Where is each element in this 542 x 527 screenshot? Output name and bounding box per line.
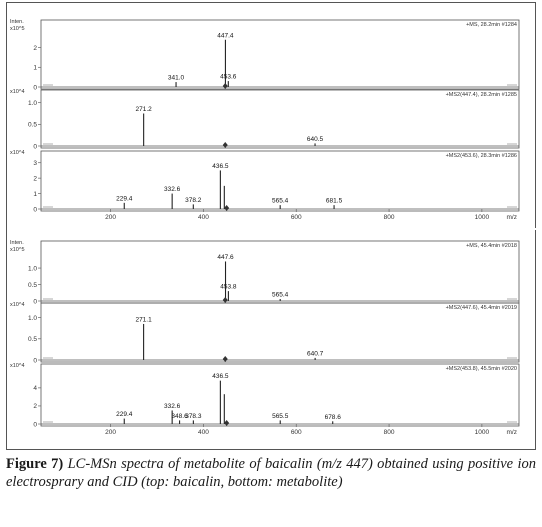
y-tick-label: 0 [33, 143, 37, 150]
peak-label: 678.6 [325, 414, 342, 421]
intensity-axis-label: Inten. [10, 19, 24, 25]
y-tick-label: 0 [33, 421, 37, 428]
figure-caption: Figure 7) LC-MSn spectra of metabolite o… [6, 455, 536, 491]
peak-label: 681.5 [326, 198, 343, 205]
y-tick-label: 0.5 [28, 336, 37, 343]
peak-label: 565.5 [272, 413, 289, 420]
spectrum-panel-4: 0 0.5 1.0 Inten.x10^5 +MS, 45.4min #2018 447.… [10, 240, 520, 305]
x-tick-label: 600 [291, 214, 302, 221]
peak-label: 565.4 [272, 292, 289, 299]
scan-header: +MS2(447.4), 28.2min #1285 [446, 92, 517, 98]
x-tick-label: 200 [105, 429, 116, 436]
intensity-scale-label: x10^5 [10, 26, 25, 32]
panel-frame [40, 302, 520, 363]
y-tick-label: 0 [33, 206, 37, 213]
peak-label: 378.3 [185, 413, 202, 420]
precursor-marker [224, 420, 230, 426]
panel-frame [40, 19, 520, 90]
intensity-scale-label: x10^4 [10, 150, 25, 156]
y-tick-label: 0 [33, 357, 37, 364]
x-tick-label: 1000 [475, 214, 490, 221]
peak-label: 271.1 [135, 316, 152, 323]
x-tick-label: 200 [105, 214, 116, 221]
peak-label: 332.6 [164, 403, 181, 410]
x-tick-label: 1000 [475, 429, 490, 436]
peak-label: 348.6 [171, 413, 188, 420]
spectrum-panel-1: 0 1 2 Inten.x10^5 +MS, 28.2min #1284 341.0 447… [10, 19, 520, 91]
precursor-marker [222, 83, 228, 89]
peak-label: 453.8 [220, 284, 237, 291]
peak-label: 378.2 [185, 197, 202, 204]
peak-label: 229.4 [116, 411, 133, 418]
spectrum-panel-6: 0 2 4 x10^4 +MS2(453.8), 45.5min #2020 229.4 3… [10, 363, 520, 428]
peak-label: 436.5 [212, 373, 229, 380]
scan-header: +MS, 45.4min #2018 [466, 243, 517, 249]
panel-frame [40, 150, 520, 212]
y-tick-label: 0.5 [28, 122, 37, 129]
spectrum-panel-5: 0 0.5 1.0 x10^4 +MS2(447.6), 45.4min #2019 27… [10, 302, 520, 364]
y-tick-label: 0 [33, 298, 37, 305]
spectra-figure: 0 1 2 Inten. x10^5 +MS, 28.2min #1284 341.0 447… [6, 2, 537, 450]
precursor-marker [222, 356, 228, 362]
intensity-scale-label: x10^4 [10, 89, 25, 95]
x-axis-unit-label: m/z [507, 429, 517, 436]
precursor-marker [224, 205, 230, 211]
x-tick-label: 400 [198, 429, 209, 436]
intensity-scale-label: x10^4 [10, 363, 25, 369]
peak-label: 447.4 [217, 32, 234, 39]
y-tick-label: 1.0 [28, 265, 37, 272]
scan-header: +MS2(453.8), 45.5min #2020 [446, 366, 517, 372]
scan-header: +MS2(453.6), 28.3min #1286 [446, 153, 517, 159]
y-tick-label: 1.0 [28, 315, 37, 322]
y-tick-label: 1 [33, 65, 37, 72]
mz-axis-top: 200 400 600 800 1000 m/z [105, 209, 517, 221]
peak-label: 565.4 [272, 198, 289, 205]
y-tick-label: 2 [33, 175, 37, 182]
caption-text: LC-MSn spectra of metabolite of baicalin… [6, 456, 536, 490]
y-tick-label: 0.5 [28, 282, 37, 289]
y-tick-label: 0 [33, 84, 37, 91]
intensity-axis-label: Inten. [10, 240, 24, 246]
x-tick-label: 800 [384, 429, 395, 436]
peak-label: 271.2 [136, 106, 153, 113]
precursor-marker [222, 142, 228, 148]
y-tick-label: 2 [33, 403, 37, 410]
x-tick-label: 600 [291, 429, 302, 436]
precursor-marker [222, 297, 228, 303]
panel-frame [40, 89, 520, 149]
scan-header: +MS2(447.6), 45.4min #2019 [446, 305, 517, 311]
mz-axis-bottom: 200 400 600 800 1000 m/z [105, 424, 517, 436]
y-tick-label: 1 [33, 191, 37, 198]
spectrum-panel-3: 0 1 2 3 x10^4 +MS2(453.6), 28.3min #1286 229.4… [10, 150, 520, 213]
scan-header: +MS, 28.2min #1284 [466, 22, 517, 28]
y-tick-label: 3 [33, 160, 37, 167]
peak-label: 447.6 [217, 254, 234, 261]
peak-label: 640.5 [307, 136, 324, 143]
peak-label: 332.6 [164, 186, 181, 193]
panel-frame [40, 363, 520, 427]
peak-label: 640.7 [307, 350, 324, 357]
y-tick-label: 4 [33, 385, 37, 392]
x-tick-label: 800 [384, 214, 395, 221]
x-axis-unit-label: m/z [507, 214, 517, 221]
peak-label: 436.5 [212, 163, 229, 170]
x-tick-label: 400 [198, 214, 209, 221]
peak-label: 453.6 [220, 74, 237, 81]
y-tick-label: 1.0 [28, 100, 37, 107]
peak-label: 341.0 [168, 75, 185, 82]
y-tick-label: 2 [33, 45, 37, 52]
caption-label: Figure 7) [6, 456, 64, 472]
peak-label: 229.4 [116, 195, 133, 202]
intensity-scale-label: x10^4 [10, 302, 25, 308]
intensity-scale-label: x10^5 [10, 247, 25, 253]
